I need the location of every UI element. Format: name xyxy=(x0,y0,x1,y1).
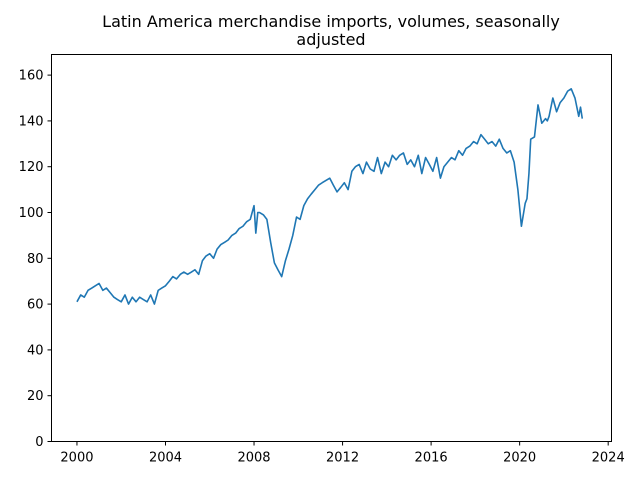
chart-title-line-1: Latin America merchandise imports, volum… xyxy=(102,12,560,31)
y-tick-label: 0 xyxy=(35,435,43,450)
y-tick-label: 140 xyxy=(19,114,44,129)
y-tick-label: 20 xyxy=(27,389,44,404)
y-tick-label: 120 xyxy=(19,160,44,175)
x-tick-label: 2020 xyxy=(503,451,536,466)
y-tick-label: 100 xyxy=(19,206,44,221)
y-tick-label: 60 xyxy=(27,298,44,313)
x-tick-label: 2004 xyxy=(149,451,182,466)
chart-title-line-2: adjusted xyxy=(296,30,365,49)
x-tick-label: 2008 xyxy=(237,451,270,466)
y-tick-label: 160 xyxy=(19,69,44,84)
y-tick-label: 80 xyxy=(27,252,44,267)
y-axis: 0 20 40 60 80 100 120 140 160 xyxy=(19,69,52,450)
x-axis: 2000 2004 2008 2012 2016 2020 2024 xyxy=(60,441,625,466)
x-tick-label: 2000 xyxy=(60,451,93,466)
x-tick-label: 2024 xyxy=(592,451,625,466)
x-tick-label: 2016 xyxy=(415,451,448,466)
series-line xyxy=(76,88,584,305)
plot-area-frame xyxy=(51,54,612,442)
x-tick-label: 2012 xyxy=(326,451,359,466)
y-tick-label: 40 xyxy=(27,343,44,358)
